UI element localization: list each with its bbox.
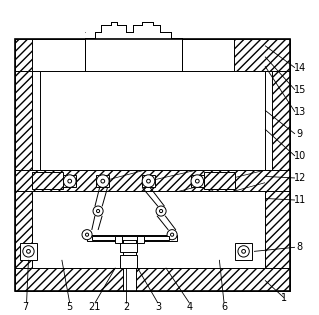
Bar [120, 243, 137, 252]
Circle shape [23, 246, 34, 257]
Bar [142, 175, 155, 187]
Bar [63, 175, 76, 187]
Circle shape [147, 179, 150, 183]
Circle shape [142, 175, 155, 187]
Circle shape [68, 179, 71, 183]
Bar [182, 39, 234, 71]
Bar [32, 172, 63, 189]
Bar [15, 39, 290, 71]
Bar [265, 71, 290, 268]
Circle shape [97, 175, 109, 187]
Bar [20, 243, 37, 260]
Circle shape [85, 233, 89, 236]
Bar [123, 268, 136, 291]
Text: 9: 9 [297, 129, 303, 139]
Bar [115, 236, 122, 243]
Bar [32, 71, 265, 170]
Circle shape [82, 230, 92, 240]
Bar [235, 243, 252, 260]
Circle shape [160, 209, 163, 213]
Circle shape [93, 206, 103, 216]
Text: 4: 4 [186, 302, 192, 312]
Bar [32, 71, 40, 170]
Circle shape [171, 233, 174, 236]
Bar [204, 172, 235, 189]
Bar [32, 191, 265, 268]
Text: 5: 5 [67, 302, 73, 312]
Circle shape [156, 206, 166, 216]
Circle shape [63, 175, 76, 187]
Text: 2: 2 [123, 302, 130, 312]
Bar [15, 268, 290, 291]
Text: 14: 14 [293, 63, 306, 73]
Text: 7: 7 [23, 302, 29, 312]
Circle shape [26, 249, 30, 253]
Text: 1: 1 [281, 293, 287, 303]
Text: 15: 15 [293, 85, 306, 95]
Bar [123, 238, 136, 255]
Text: 21: 21 [89, 302, 101, 312]
Text: 3: 3 [155, 302, 161, 312]
Circle shape [242, 249, 246, 253]
Circle shape [167, 230, 177, 240]
Circle shape [238, 246, 249, 257]
Bar [265, 71, 272, 170]
Circle shape [191, 175, 204, 187]
Bar [97, 175, 109, 187]
Text: 11: 11 [293, 195, 306, 205]
Bar [15, 39, 290, 291]
Text: 12: 12 [293, 173, 306, 183]
Bar [32, 39, 85, 71]
Bar [120, 255, 137, 268]
Circle shape [97, 209, 100, 213]
Circle shape [196, 179, 199, 183]
Text: 6: 6 [221, 302, 227, 312]
Bar [137, 236, 145, 243]
Bar [85, 33, 182, 71]
Bar [87, 235, 177, 241]
Circle shape [101, 179, 105, 183]
Text: 10: 10 [293, 151, 306, 161]
Bar [15, 71, 32, 268]
Text: 8: 8 [297, 242, 303, 252]
Bar [15, 170, 290, 191]
Bar [191, 175, 204, 187]
Text: 13: 13 [293, 107, 306, 117]
Bar [92, 236, 169, 240]
